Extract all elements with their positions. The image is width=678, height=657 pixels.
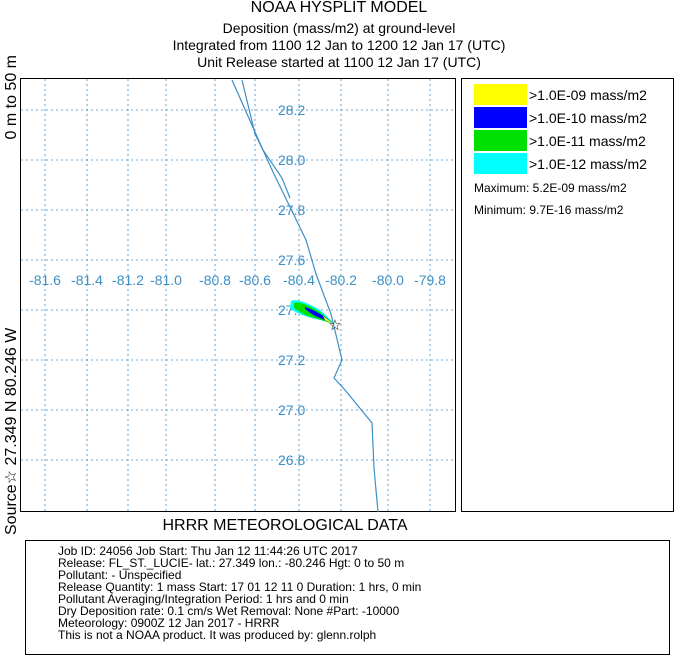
legend-minimum: Minimum: 9.7E-16 mass/m2 xyxy=(474,203,624,217)
info-line: Release: FL_ST._LUCIE- lat.: 27.349 lon.… xyxy=(58,556,405,570)
legend-label: >1.0E-10 mass/m2 xyxy=(529,110,647,126)
latitude-label: 26.8 xyxy=(278,452,305,468)
longitude-label: -80.6 xyxy=(239,272,271,288)
longitude-label: -80.2 xyxy=(325,272,357,288)
deposition-map: 28.228.027.827.627.427.227.026.8-81.6 -81… xyxy=(20,78,456,512)
legend-entry: >1.0E-09 mass/m2 xyxy=(474,84,674,106)
longitude-label: -81.4 xyxy=(71,272,103,288)
info-line: Meteorology: 0900Z 12 Jan 2017 - HRRR xyxy=(58,616,280,630)
longitude-label: -79.8 xyxy=(414,272,446,288)
legend-entry: >1.0E-11 mass/m2 xyxy=(474,130,674,152)
legend-swatch xyxy=(474,107,527,128)
coastline xyxy=(231,79,379,512)
meteorology-title: HRRR METEOROLOGICAL DATA xyxy=(162,517,408,534)
legend-swatch xyxy=(474,84,527,105)
info-line: Dry Deposition rate: 0.1 cm/s Wet Remova… xyxy=(58,604,400,618)
latitude-label: 27.2 xyxy=(278,352,305,368)
plot-subtitle-integration: Integrated from 1100 12 Jan to 1200 12 J… xyxy=(172,37,506,53)
source-coordinates: Source☆ 27.349 N 80.246 W xyxy=(3,327,20,535)
plot-title: NOAA HYSPLIT MODEL xyxy=(250,0,428,16)
legend-label: >1.0E-12 mass/m2 xyxy=(529,156,647,172)
legend-swatch xyxy=(474,130,527,151)
latitude-label: 27.6 xyxy=(278,252,305,268)
legend-entry: >1.0E-12 mass/m2 xyxy=(474,153,674,175)
legend-maximum: Maximum: 5.2E-09 mass/m2 xyxy=(474,181,627,195)
latitude-label: 27.0 xyxy=(278,402,305,418)
deposition-plume xyxy=(290,300,335,324)
info-line: Release Quantity: 1 mass Start: 17 01 12… xyxy=(58,580,422,594)
source-location-label: Source☆ 27.349 N 80.246 W 0 m to 50 m xyxy=(2,55,22,535)
longitude-label: -80.8 xyxy=(199,272,231,288)
legend-entry: >1.0E-10 mass/m2 xyxy=(474,107,674,129)
legend-label: >1.0E-09 mass/m2 xyxy=(529,87,647,103)
plot-subtitle-release: Unit Release started at 1100 12 Jan 17 (… xyxy=(197,54,481,70)
info-line: Pollutant Averaging/Integration Period: … xyxy=(58,592,349,606)
info-line: Pollutant: - Unspecified xyxy=(58,568,182,582)
legend: >1.0E-09 mass/m2 >1.0E-10 mass/m2 >1.0E-… xyxy=(461,78,674,512)
longitude-label: -81.2 xyxy=(112,272,144,288)
inland-waterway xyxy=(241,79,291,199)
map-frame xyxy=(20,78,456,512)
info-line: Job ID: 24056 Job Start: Thu Jan 12 11:4… xyxy=(58,544,358,558)
source-height-range: 0 m to 50 m xyxy=(3,55,20,140)
source-marker: ☆ xyxy=(328,316,341,334)
longitude-label: -81.0 xyxy=(150,272,182,288)
plot-subtitle-quantity: Deposition (mass/m2) at ground-level xyxy=(222,20,456,36)
run-info-box: Job ID: 24056 Job Start: Thu Jan 12 11:4… xyxy=(25,540,670,655)
legend-label: >1.0E-11 mass/m2 xyxy=(529,133,646,149)
longitude-label: -80.4 xyxy=(283,272,315,288)
plume-contour-1e-09 xyxy=(323,316,334,324)
info-line: This is not a NOAA product. It was produ… xyxy=(58,628,377,642)
latitude-label: 28.2 xyxy=(278,102,305,118)
legend-swatch xyxy=(474,153,527,174)
longitude-label: -80.0 xyxy=(372,272,404,288)
latitude-label: 28.0 xyxy=(278,152,305,168)
longitude-label: -81.6 xyxy=(29,272,61,288)
